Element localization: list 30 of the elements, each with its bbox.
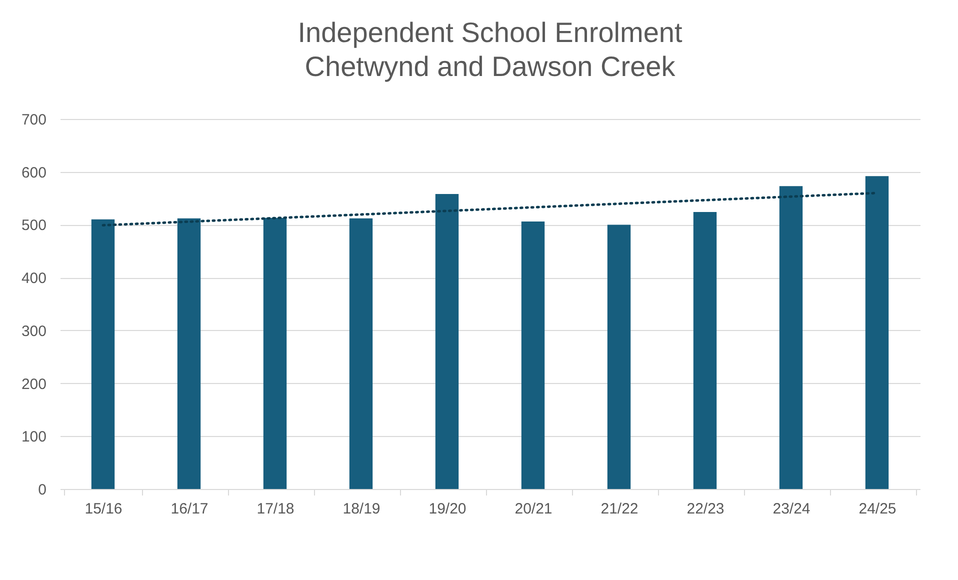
bar	[435, 194, 459, 489]
x-tick-label: 19/20	[428, 500, 466, 518]
bar	[693, 212, 717, 489]
x-tick-label: 21/22	[600, 500, 638, 518]
x-tick-label: 24/25	[858, 500, 896, 518]
x-tick-label: 18/19	[342, 500, 380, 518]
y-tick-label: 100	[21, 428, 46, 446]
x-tick-label: 17/18	[256, 500, 294, 518]
bar	[177, 218, 201, 489]
x-tick-label: 15/16	[84, 500, 122, 518]
x-tick-label: 16/17	[170, 500, 208, 518]
y-tick-label: 600	[21, 164, 46, 182]
y-tick-label: 700	[21, 112, 46, 128]
chart-subtitle: Chetwynd and Dawson Creek	[304, 51, 676, 82]
x-tick-label: 23/24	[772, 500, 810, 518]
bar	[607, 224, 631, 489]
y-tick-label: 300	[21, 322, 46, 340]
chart-title: Independent School Enrolment	[298, 17, 682, 48]
x-tick-label: 20/21	[514, 500, 552, 518]
y-tick-label: 200	[21, 376, 46, 393]
bar	[349, 218, 373, 489]
y-tick-label: 400	[21, 270, 46, 288]
bar	[91, 219, 115, 489]
bar	[263, 218, 287, 489]
y-tick-label: 500	[21, 217, 46, 234]
bar	[865, 176, 889, 489]
bar	[521, 222, 545, 489]
y-tick-label: 0	[38, 482, 46, 498]
x-tick-label: 22/23	[686, 500, 724, 518]
bar	[779, 186, 803, 489]
